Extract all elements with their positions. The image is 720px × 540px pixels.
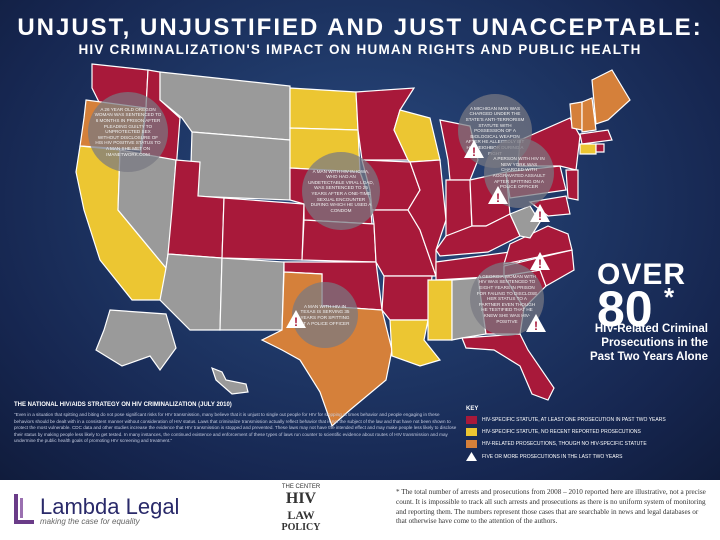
state-massachusetts xyxy=(579,129,613,145)
state-rhode-island xyxy=(595,143,605,153)
state-connecticut xyxy=(579,143,597,155)
stat-line-3: Past Two Years Alone xyxy=(589,351,708,363)
stat-number: 80 xyxy=(597,281,653,337)
center-logo-hiv: HIV xyxy=(285,490,317,507)
warning-icon xyxy=(466,452,477,461)
page-title: UNJUST, UNJUSTIFIED AND JUST UNACCEPTABL… xyxy=(17,14,703,41)
stat-asterisk: * xyxy=(664,282,675,312)
legend-swatch-orange xyxy=(466,440,477,448)
callout-new-york: A PERSON WITH HIV IN NEW YORK WAS CHARGE… xyxy=(484,138,554,208)
callout-georgia: A GEORGIA WOMAN WITH HIV WAS SENTENCED T… xyxy=(470,262,544,336)
center-hiv-law-policy-logo: THE CENTER HIV LAW POLICY xyxy=(276,484,326,538)
footer xyxy=(0,480,720,540)
center-logo-policy: POLICY xyxy=(281,522,321,533)
strategy-body: "Even in a situation that spitting and b… xyxy=(14,412,457,444)
lambda-legal-tagline: making the case for equality xyxy=(40,517,140,526)
state-arizona xyxy=(159,253,223,331)
stat-over: OVER xyxy=(597,258,687,291)
stat-line-1: HIV-Related Criminal xyxy=(594,323,708,335)
state-vermont xyxy=(569,101,583,131)
state-new-mexico xyxy=(219,257,285,331)
callout-iowa: A MAN WITH HIV IN IOWA, WHO HAD AN UNDET… xyxy=(302,152,380,230)
center-logo-law: LAW xyxy=(287,508,315,522)
center-logo-top: THE CENTER xyxy=(281,484,321,490)
state-florida xyxy=(461,333,555,401)
legend-swatch-yellow xyxy=(466,428,477,436)
legend-item-red: HIV-SPECIFIC STATUTE, AT LEAST ONE PROSE… xyxy=(466,416,666,424)
callout-oregon: A 26 YEAR OLD OREGON WOMAN WAS SENTENCED… xyxy=(88,92,168,172)
legend-heading: KEY xyxy=(466,406,479,412)
footnote: * The total number of arrests and prosec… xyxy=(396,488,706,526)
legend-item-yellow: HIV-SPECIFIC STATUTE, NO RECENT REPORTED… xyxy=(466,428,641,436)
state-virginia xyxy=(503,225,573,265)
us-map xyxy=(75,63,631,428)
state-wyoming xyxy=(189,131,291,201)
state-colorado xyxy=(221,197,305,261)
legend-item-orange: HIV-RELATED PROSECUTIONS, THOUGH NO HIV-… xyxy=(466,440,647,448)
lambda-logo-icon xyxy=(14,494,34,524)
callout-texas: A MAN WITH HIV IN TEXAS IS SERVING 35 YE… xyxy=(292,282,358,348)
strategy-heading: THE NATIONAL HIV/AIDS STRATEGY ON HIV CR… xyxy=(14,402,232,408)
state-alaska xyxy=(95,309,177,372)
stat-line-2: Prosecutions in the xyxy=(601,337,708,349)
legend-swatch-red xyxy=(466,416,477,424)
state-mississippi xyxy=(427,279,453,341)
state-arkansas xyxy=(381,275,433,321)
state-maine xyxy=(591,69,631,125)
legend-item-warning: FIVE OR MORE PROSECUTIONS IN THE LAST TW… xyxy=(466,452,623,461)
lambda-legal-name: Lambda Legal xyxy=(40,494,180,519)
state-hawaii xyxy=(211,366,249,395)
state-new-hampshire xyxy=(581,97,597,133)
page-subtitle: HIV CRIMINALIZATION'S IMPACT ON HUMAN RI… xyxy=(78,42,642,57)
state-north-dakota xyxy=(289,87,359,131)
stat-description: HIV-Related Criminal Prosecutions in the… xyxy=(576,322,708,364)
state-new-jersey xyxy=(565,169,579,201)
